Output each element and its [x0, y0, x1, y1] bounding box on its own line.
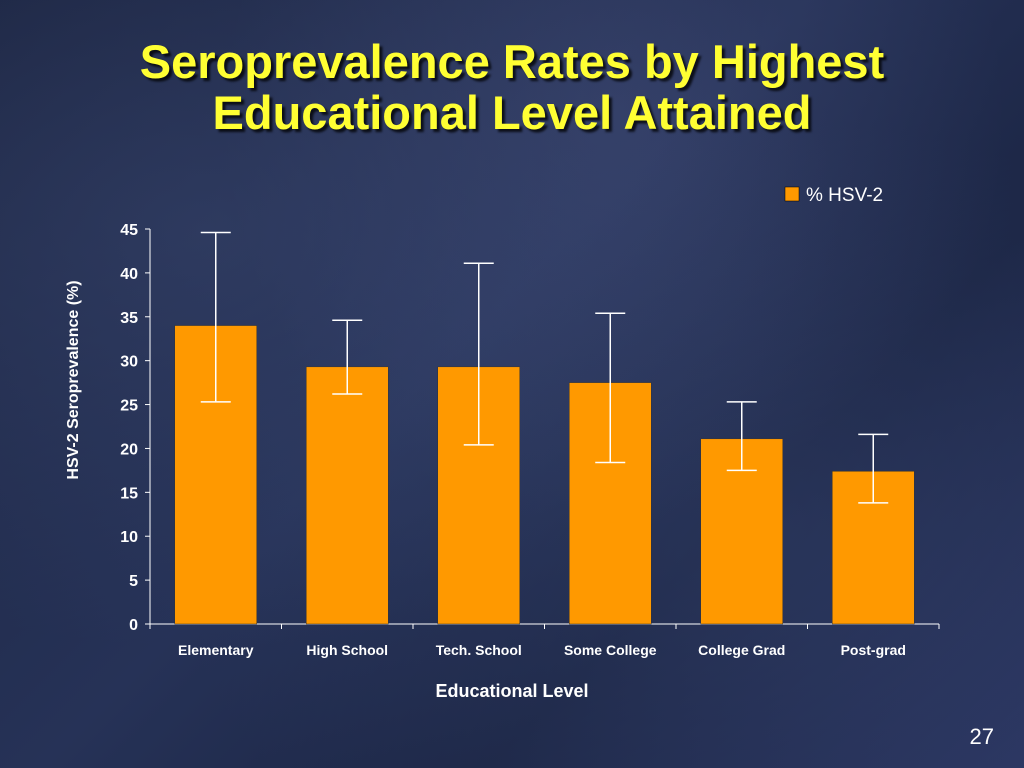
legend-label: % HSV-2 [806, 185, 883, 206]
plot-area: 0 5 10 15 20 25 30 35 40 45 Elementary High School T… [120, 222, 940, 658]
x-tick-label: College Grad [698, 642, 785, 658]
y-tick-label: 25 [120, 398, 138, 415]
y-tick-label: 20 [120, 441, 138, 458]
x-tick-label: Elementary [178, 642, 254, 658]
x-tick-label: High School [306, 642, 388, 658]
y-tick-label: 5 [129, 573, 138, 590]
y-tick-label: 10 [120, 529, 138, 546]
slide-number: 27 [969, 724, 994, 749]
y-tick-label: 30 [120, 354, 138, 371]
legend: % HSV-2 [784, 185, 883, 206]
slide-title: Seroprevalence Rates by Highest Educatio… [0, 36, 1024, 138]
legend-swatch [784, 186, 800, 202]
y-axis-title: HSV-2 Seroprevalence (%) [65, 280, 82, 479]
y-tick-label: 45 [120, 222, 138, 239]
x-axis-title: Educational Level [435, 681, 588, 701]
bar [306, 366, 389, 625]
title-line-1: Seroprevalence Rates by Highest [139, 35, 885, 88]
y-tick-label: 15 [120, 485, 138, 502]
x-tick-label: Some College [564, 642, 657, 658]
x-tick-label: Tech. School [436, 642, 522, 658]
x-tick-label: Post-grad [841, 642, 906, 658]
title-line-2: Educational Level Attained [212, 86, 812, 139]
y-tick-label: 40 [120, 266, 138, 283]
y-tick-label: 0 [129, 617, 138, 634]
y-tick-label: 35 [120, 310, 138, 327]
